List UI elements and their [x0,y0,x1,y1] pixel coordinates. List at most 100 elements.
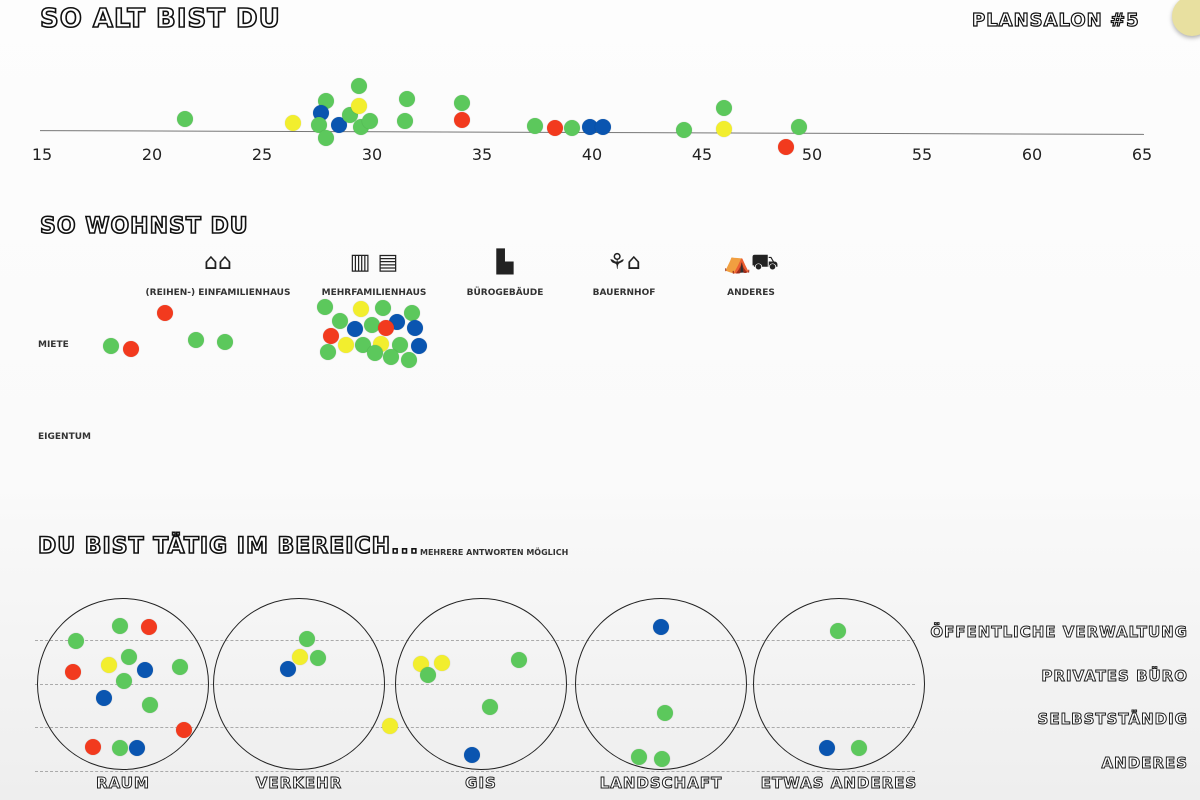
housing-dot [367,345,383,361]
housing-title: So wohnst du [39,213,249,240]
category-circle [575,598,747,770]
work-dot [65,664,81,680]
age-dot [317,130,334,146]
work-dot [280,661,296,677]
housing-dot [320,344,336,360]
work-dot [819,740,835,756]
housing-dot [332,313,348,329]
age-dot [676,122,693,138]
work-dot [657,705,673,721]
age-tick-label: 60 [1021,145,1043,164]
work-row-label: Öffentliche Verwaltung [930,623,1188,642]
housing-dot [188,332,204,348]
row-label-eigentum: Eigentum [38,432,91,442]
work-dot [176,722,192,738]
age-title: So alt bist du [39,3,281,35]
housing-dot [411,338,427,354]
housing-dot [123,341,139,357]
housing-dot [407,320,423,336]
age-tick-label: 50 [801,145,823,164]
age-tick-label: 55 [911,145,933,164]
housing-column-label: Anderes [727,288,775,298]
housing-dot [347,321,363,337]
age-dot [284,115,301,131]
work-dot [631,749,647,765]
age-dot [454,95,471,111]
work-dot [129,740,145,756]
housing-dot [353,301,369,317]
housing-dot [375,300,391,316]
housing-dot [338,337,354,353]
age-tick-label: 30 [361,145,383,164]
age-dot [595,119,611,135]
housing-column-label: Mehrfamilienhaus [321,288,427,298]
age-dot [716,100,732,116]
work-dot [653,619,669,635]
age-tick-label: 65 [1131,145,1153,164]
housing-column-label: Bauernhof [592,288,656,298]
poster-title: Plansalon #5 [971,9,1140,31]
work-dot [851,740,867,756]
work-category-label: Verkehr [255,774,343,793]
age-dot [399,91,416,107]
farm-icon: ⚘⌂ [607,250,641,275]
housing-dot [401,352,417,368]
category-circle [213,598,385,770]
apartment-icon: ▥ ▤ [349,250,399,275]
work-category-label: Landschaft [599,774,723,793]
age-dot [564,120,581,136]
age-tick-label: 35 [471,145,493,164]
age-tick-label: 40 [581,145,603,164]
work-dot [292,649,308,665]
age-dot [546,120,563,136]
age-dot [454,112,471,128]
houses-icon: ⌂⌂ [204,250,232,275]
office-icon: ▙ [496,250,514,275]
age-dot [397,113,413,129]
row-label-miete: Miete [38,340,69,350]
work-row-label: Privates Büro [1041,667,1188,686]
row-guide-line [35,771,915,772]
housing-dot [392,337,408,353]
category-circle [753,598,925,770]
work-dot [420,667,436,683]
work-dot [434,655,450,671]
housing-dot [217,334,233,350]
housing-dot [157,305,173,321]
work-dot [830,623,846,639]
age-dot [311,117,328,133]
age-tick-label: 15 [31,145,53,164]
other-housing-icon: ⛺⛟ [723,250,779,275]
housing-dot [383,349,399,365]
work-dot [85,739,101,755]
housing-dot [323,328,339,344]
age-dot [177,111,193,127]
age-tick-label: 25 [251,145,273,164]
work-dot [299,631,315,647]
work-dot [382,718,398,734]
pushpin [1172,0,1200,36]
work-dot [172,659,188,675]
housing-dot [317,299,333,315]
age-dot [361,113,378,129]
work-category-label: GIS [465,774,497,793]
age-dot [331,117,347,133]
work-row-label: Selbstständig [1037,710,1188,729]
age-dot [581,119,598,135]
housing-dot [378,320,394,336]
work-dot [96,690,112,706]
age-dot [777,139,794,155]
work-row-label: Anderes [1101,754,1188,773]
work-category-label: Raum [96,774,150,793]
age-tick-label: 45 [691,145,713,164]
age-dot [790,119,807,135]
work-dot [137,662,153,678]
work-category-label: Etwas Anderes [760,774,918,793]
work-title: Du bist tätig im Bereich... [37,533,420,560]
age-tick-label: 20 [141,145,163,164]
category-circle [395,598,567,770]
category-circle [37,598,209,770]
age-dot [350,98,367,114]
work-dot [142,697,158,713]
work-dot [482,699,498,715]
